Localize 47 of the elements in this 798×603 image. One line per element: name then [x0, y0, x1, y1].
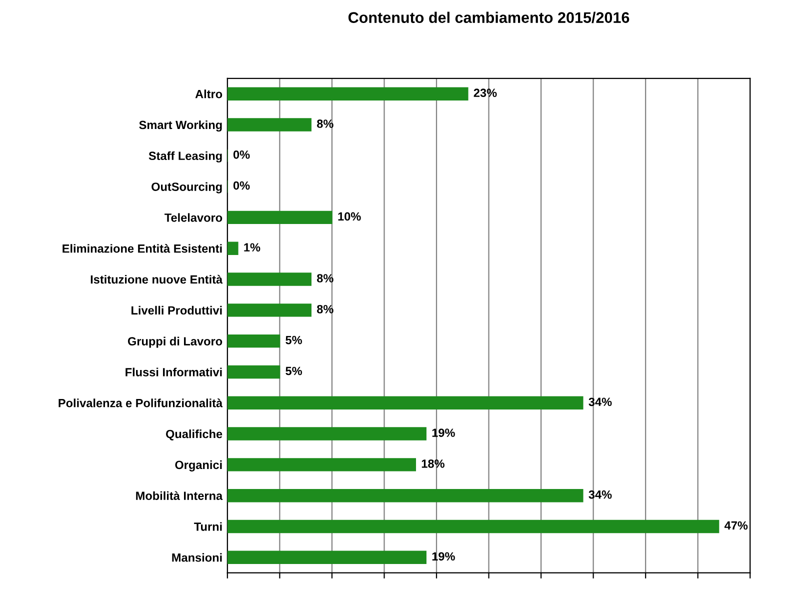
data-label: 8%: [316, 120, 334, 128]
y-tick-label: Gruppi di Lavoro: [128, 336, 222, 348]
y-tick-label: Mobilità Interna: [136, 491, 223, 500]
bar: [227, 488, 584, 502]
bar: [227, 334, 280, 348]
bar: [227, 304, 312, 317]
bar: [227, 210, 332, 224]
y-tick-label: Flussi Informativi: [126, 368, 222, 376]
y-tick-label: Eliminazione Entità Esistenti: [62, 244, 222, 253]
y-tick-label: Livelli Produttivi: [132, 306, 222, 315]
data-label: 0%: [233, 150, 250, 159]
data-label: 1%: [244, 243, 260, 252]
data-label: 34%: [588, 490, 612, 499]
y-tick-label: Istituzione nuove Entità: [90, 274, 223, 284]
data-label: 0%: [233, 181, 250, 190]
bar: [227, 427, 426, 440]
y-tick-label: Smart Working: [139, 120, 222, 132]
data-label: 34%: [588, 398, 612, 406]
bar: [227, 118, 312, 132]
y-tick-label: Polivalenza e Polifunzionalità: [58, 398, 223, 408]
y-tick-label: Organici: [175, 460, 222, 472]
bar: [227, 242, 238, 255]
bar: [227, 365, 280, 379]
data-label: 47%: [724, 521, 748, 530]
data-label: 5%: [286, 336, 302, 344]
data-label: 10%: [338, 212, 361, 221]
bar: [227, 87, 468, 100]
data-label: 8%: [316, 304, 334, 314]
y-tick-label: Staff Leasing: [148, 151, 222, 162]
data-label: 5%: [286, 366, 302, 376]
y-tick-label: Telelavoro: [164, 213, 222, 222]
bar: [227, 458, 416, 472]
y-tick-label: Mansioni: [172, 553, 222, 562]
y-tick-label: Altro: [195, 90, 222, 98]
data-label: 23%: [474, 88, 497, 98]
data-label: 19%: [432, 552, 455, 561]
chart-title: Contenuto del cambiamento 2015/2016: [348, 12, 630, 24]
bar: [227, 550, 426, 564]
data-label: 19%: [432, 428, 455, 437]
data-label: 18%: [422, 459, 444, 468]
bar: [227, 396, 584, 410]
y-tick-label: OutSourcing: [152, 182, 222, 194]
bar: [227, 272, 312, 286]
data-label: 8%: [316, 274, 334, 282]
y-tick-label: Turni: [194, 522, 222, 531]
bar: [227, 520, 720, 534]
y-tick-label: Qualifiche: [166, 430, 222, 440]
